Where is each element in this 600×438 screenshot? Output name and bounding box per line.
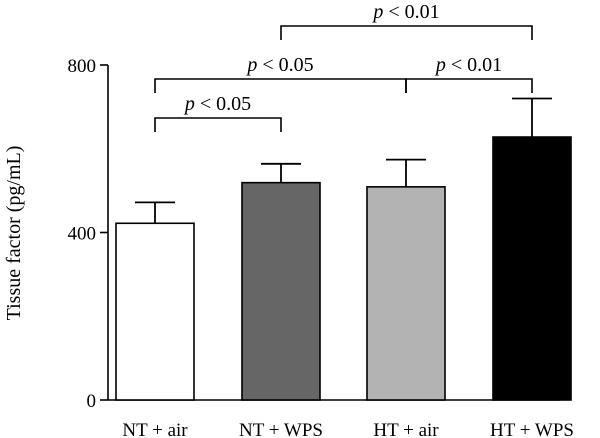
y-axis-label: Tissue factor (pg/mL) [3, 146, 25, 321]
y-tick-label: 800 [68, 56, 97, 77]
significance-label: p < 0.05 [183, 93, 251, 115]
bar-ht-wps [492, 136, 572, 401]
bar-nt-wps [241, 181, 321, 401]
significance-brackets: p < 0.05 p < 0.05 p < 0.01 p < 0.01 [154, 1, 533, 132]
significance-bracket [154, 117, 282, 132]
significance-bracket [405, 78, 533, 93]
bar-nt-air [115, 222, 195, 401]
x-tick-label: NT + air [122, 420, 188, 438]
y-tick-label: 400 [68, 224, 97, 245]
y-tick-label: 0 [87, 391, 97, 412]
x-tick-label: HT + WPS [490, 420, 574, 438]
bar-ht-air [366, 186, 446, 401]
significance-label: p < 0.01 [371, 1, 439, 23]
bar-series [115, 97, 572, 401]
x-tick-label: HT + air [373, 420, 439, 438]
chart-axes: 0 400 800 NT + air NT + WPS HT + air HT + WPS [68, 56, 574, 438]
x-tick-label: NT + WPS [239, 420, 323, 438]
significance-label: p < 0.01 [434, 54, 502, 76]
significance-label: p < 0.05 [245, 54, 313, 76]
significance-bracket [154, 78, 407, 93]
significance-bracket [280, 25, 533, 40]
